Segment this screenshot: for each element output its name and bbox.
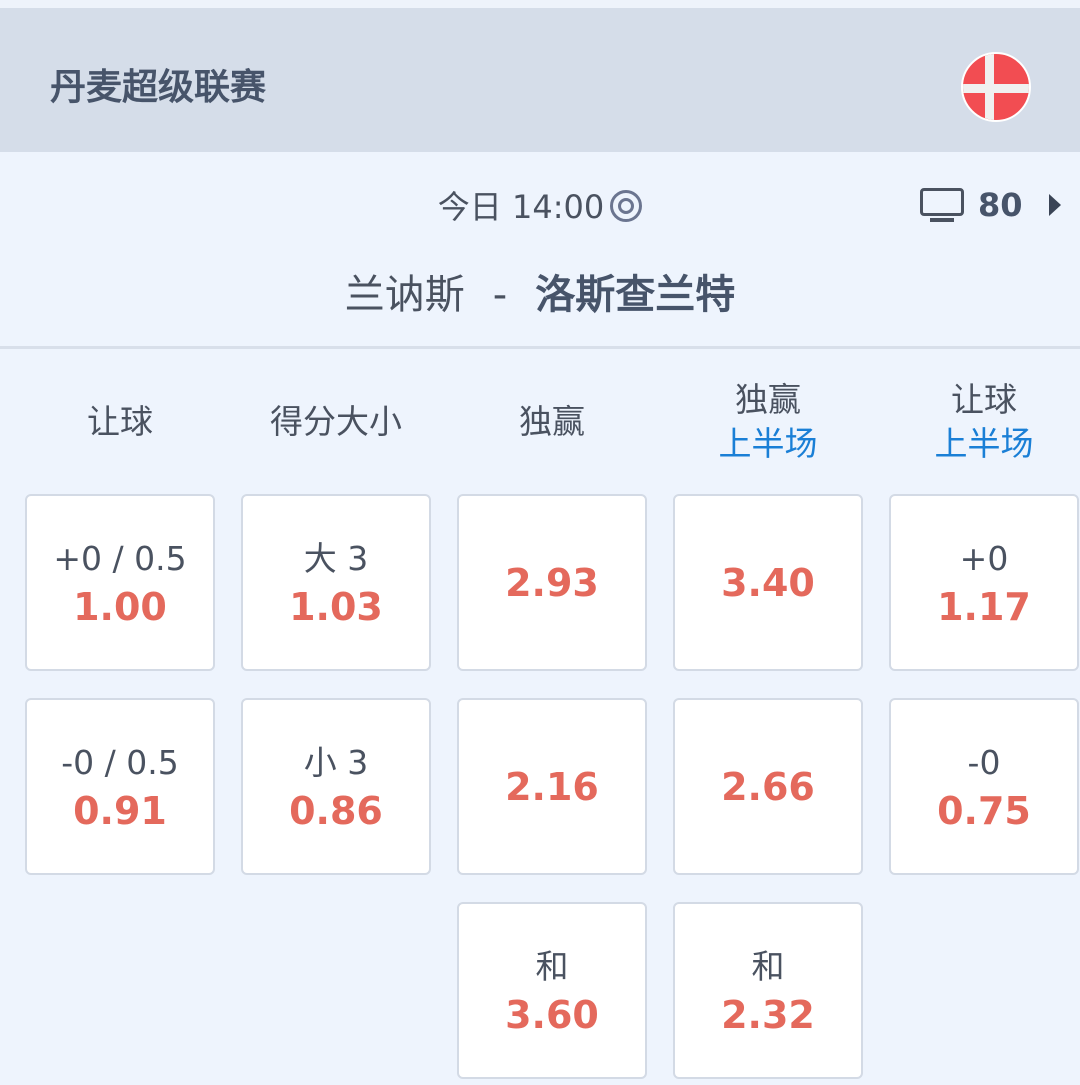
odds-button[interactable]: 3.40 [673, 494, 863, 671]
odds-line: 小 3 [303, 742, 369, 782]
odds-value: 1.00 [73, 584, 167, 629]
odds-value: 0.91 [73, 788, 167, 833]
odds-value: 2.32 [721, 992, 815, 1037]
match-time: 今日 14:00 [437, 188, 605, 226]
odds-line: -0 / 0.5 [61, 742, 179, 782]
odds-button[interactable]: 小 3 0.86 [241, 698, 431, 875]
team-separator: - [492, 272, 508, 318]
column-header: 让球 上半场 [876, 372, 1080, 472]
chevron-right-icon [1048, 194, 1061, 216]
column-header: 得分大小 [228, 372, 444, 472]
column-header: 独赢 [444, 372, 660, 472]
odds-line: 大 3 [303, 538, 369, 578]
odds-value: 1.17 [937, 584, 1031, 629]
odds-value: 3.60 [505, 992, 599, 1037]
odds-line: 和 [535, 946, 569, 986]
odds-line: -0 [967, 742, 1001, 782]
odds-button[interactable]: +0 / 0.5 1.00 [25, 494, 215, 671]
odds-button[interactable]: 和 2.32 [673, 902, 863, 1079]
odds-value: 0.75 [937, 788, 1031, 833]
teams: 兰讷斯 - 洛斯查兰特 [0, 262, 1080, 320]
odds-line: 和 [751, 946, 785, 986]
odds-button[interactable]: 2.66 [673, 698, 863, 875]
odds-button[interactable]: -0 0.75 [889, 698, 1079, 875]
column-title: 独赢 [735, 380, 801, 419]
odds-value: 2.16 [505, 764, 599, 809]
denmark-flag-icon [961, 52, 1031, 122]
column-title: 独赢 [519, 402, 585, 441]
odds-value: 0.86 [289, 788, 383, 833]
odds-button[interactable]: 2.16 [457, 698, 647, 875]
column-subtitle: 上半场 [718, 424, 818, 463]
match-time-row: 今日 14:00 [0, 182, 1080, 228]
tv-icon [918, 188, 966, 222]
odds-line: +0 / 0.5 [53, 538, 187, 578]
column-subtitle: 上半场 [934, 424, 1034, 463]
column-title: 让球 [87, 402, 153, 441]
column-title: 得分大小 [270, 402, 402, 441]
target-icon [610, 190, 643, 222]
column-title: 让球 [951, 380, 1017, 419]
column-header: 独赢 上半场 [660, 372, 876, 472]
odds-value: 1.03 [289, 584, 383, 629]
market-count: 80 [978, 186, 1023, 224]
column-header: 让球 [12, 372, 228, 472]
odds-button[interactable]: -0 / 0.5 0.91 [25, 698, 215, 875]
league-title: 丹麦超级联赛 [50, 67, 267, 108]
home-team: 兰讷斯 [344, 272, 465, 318]
league-header[interactable]: 丹麦超级联赛 [0, 8, 1080, 152]
odds-button[interactable]: 2.93 [457, 494, 647, 671]
top-strip [0, 0, 1080, 8]
odds-value: 2.66 [721, 764, 815, 809]
tv-markets-link[interactable]: 80 [918, 186, 1061, 224]
odds-button[interactable]: +0 1.17 [889, 494, 1079, 671]
odds-button[interactable]: 大 3 1.03 [241, 494, 431, 671]
divider [0, 346, 1080, 349]
odds-button[interactable]: 和 3.60 [457, 902, 647, 1079]
odds-value: 3.40 [721, 560, 815, 605]
odds-value: 2.93 [505, 560, 599, 605]
odds-line: +0 [959, 538, 1009, 578]
away-team: 洛斯查兰特 [535, 272, 736, 318]
